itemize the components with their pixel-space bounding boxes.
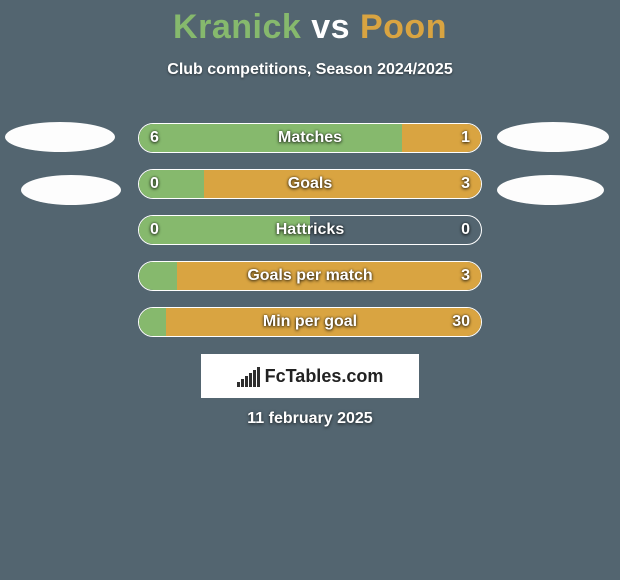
stat-bar-right	[402, 124, 481, 152]
stat-bar-left	[139, 262, 177, 290]
team-badge-placeholder	[21, 175, 121, 205]
bar-chart-icon	[237, 365, 261, 387]
bar-icon-bar	[253, 370, 256, 387]
bar-icon-bar	[245, 376, 248, 387]
stat-bar-track	[138, 261, 482, 291]
bar-icon-bar	[237, 382, 240, 387]
date-label: 11 february 2025	[0, 410, 620, 428]
team-badge-placeholder	[497, 175, 604, 205]
stat-bar-right	[166, 308, 481, 336]
stat-row: Hattricks00	[0, 215, 620, 245]
page-title: Kranick vs Poon	[0, 0, 620, 47]
source-logo: FcTables.com	[201, 354, 419, 398]
title-vs: vs	[301, 8, 360, 46]
stat-bar-left	[139, 308, 166, 336]
player-right-name: Poon	[360, 8, 447, 46]
subtitle: Club competitions, Season 2024/2025	[0, 61, 620, 79]
stat-bar-left	[139, 124, 402, 152]
bar-icon-bar	[241, 379, 244, 387]
stat-row: Goals per match3	[0, 261, 620, 291]
source-logo-text: FcTables.com	[265, 366, 384, 387]
stat-bar-track	[138, 123, 482, 153]
stat-bar-left	[139, 216, 310, 244]
stat-bar-left	[139, 170, 204, 198]
team-badge-placeholder	[497, 122, 609, 152]
stat-bar-track	[138, 215, 482, 245]
stat-bar-track	[138, 307, 482, 337]
stat-bar-right	[177, 262, 481, 290]
bar-icon-bar	[257, 367, 260, 387]
stat-row: Min per goal30	[0, 307, 620, 337]
bar-icon-bar	[249, 373, 252, 387]
stats-rows: Matches61Goals03Hattricks00Goals per mat…	[0, 123, 620, 353]
team-badge-placeholder	[5, 122, 115, 152]
player-left-name: Kranick	[173, 8, 301, 46]
stat-bar-track	[138, 169, 482, 199]
stat-bar-right	[204, 170, 481, 198]
